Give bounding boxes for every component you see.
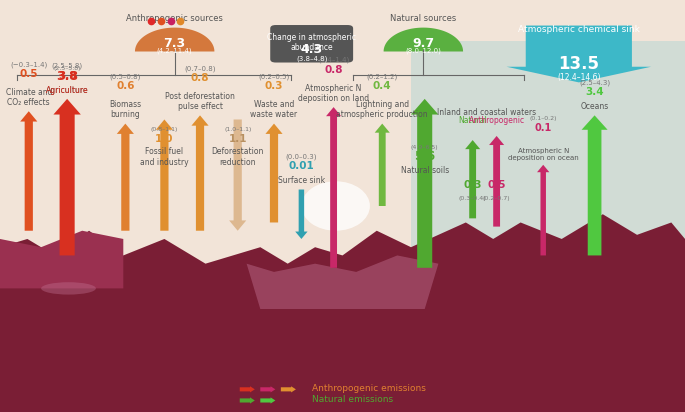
Text: Natural emissions: Natural emissions	[312, 395, 393, 404]
Text: (0.0–0.3): (0.0–0.3)	[286, 153, 317, 160]
Text: (2.5–5.8): (2.5–5.8)	[51, 63, 83, 69]
Text: Fossil fuel
and industry: Fossil fuel and industry	[140, 147, 188, 167]
Text: Agriculture: Agriculture	[46, 86, 88, 95]
Polygon shape	[0, 214, 685, 412]
Text: (−0.3–1.4): (−0.3–1.4)	[10, 61, 47, 68]
Text: (0.8–1.1): (0.8–1.1)	[151, 127, 178, 132]
Polygon shape	[0, 231, 123, 288]
Polygon shape	[135, 28, 214, 52]
FancyArrow shape	[229, 119, 247, 231]
Text: (0.2–1.2): (0.2–1.2)	[366, 73, 398, 80]
Text: (0.2–0.5): (0.2–0.5)	[258, 73, 290, 80]
Text: (2.5–5.8): (2.5–5.8)	[53, 66, 81, 71]
Text: 7.3: 7.3	[164, 37, 186, 49]
Text: (0.5–0.8): (0.5–0.8)	[110, 73, 141, 80]
Text: Atmospheric N
deposition on ocean: Atmospheric N deposition on ocean	[508, 147, 579, 161]
FancyArrow shape	[537, 165, 549, 255]
Ellipse shape	[41, 282, 96, 295]
Text: 0.8: 0.8	[324, 65, 343, 75]
Text: 4.3: 4.3	[301, 43, 323, 56]
Text: 0.6: 0.6	[116, 82, 135, 91]
FancyArrow shape	[265, 124, 282, 222]
FancyArrow shape	[260, 386, 275, 392]
Text: Oceans: Oceans	[580, 102, 609, 111]
FancyBboxPatch shape	[270, 25, 353, 63]
FancyArrow shape	[326, 107, 341, 268]
Text: 0.8: 0.8	[190, 73, 210, 83]
FancyArrow shape	[411, 99, 438, 268]
Text: Change in atmospheric
abundance: Change in atmospheric abundance	[267, 33, 356, 52]
Text: Waste and
waste water: Waste and waste water	[251, 100, 297, 119]
Polygon shape	[247, 255, 438, 309]
FancyArrow shape	[582, 115, 608, 255]
Text: (4.2–11.4): (4.2–11.4)	[157, 47, 192, 54]
Text: (0.4–1.4): (0.4–1.4)	[318, 57, 349, 63]
Text: Biomass
burning: Biomass burning	[110, 100, 141, 119]
Text: (3.8–4.8): (3.8–4.8)	[296, 55, 327, 61]
Text: (2.5–4.3): (2.5–4.3)	[579, 79, 610, 86]
FancyArrow shape	[116, 124, 134, 231]
Text: 1.0: 1.0	[155, 134, 174, 144]
Text: Inland and coastal waters: Inland and coastal waters	[437, 108, 536, 117]
FancyArrow shape	[295, 190, 308, 239]
Text: 3.8: 3.8	[56, 70, 78, 83]
Text: 9.7: 9.7	[412, 37, 434, 49]
Text: 0.5: 0.5	[487, 180, 506, 190]
Text: 0.01: 0.01	[288, 162, 314, 171]
Text: Surface sink: Surface sink	[278, 176, 325, 185]
FancyArrow shape	[21, 111, 37, 231]
Text: 5.6: 5.6	[414, 150, 435, 163]
FancyArrow shape	[240, 397, 255, 404]
Text: (0.2–0.7): (0.2–0.7)	[483, 196, 510, 201]
Text: (1.0–1.1): (1.0–1.1)	[224, 127, 251, 132]
FancyArrow shape	[191, 115, 208, 231]
FancyArrow shape	[375, 124, 390, 206]
Text: Natural soils: Natural soils	[401, 166, 449, 175]
Text: (12.4–14.6): (12.4–14.6)	[557, 73, 601, 82]
FancyArrow shape	[53, 99, 81, 255]
Text: Natural sources: Natural sources	[390, 14, 456, 23]
Text: Lightning and
atmospheric production: Lightning and atmospheric production	[336, 100, 428, 119]
Ellipse shape	[301, 181, 370, 231]
FancyArrow shape	[489, 136, 504, 227]
Text: Climate and
CO₂ effects: Climate and CO₂ effects	[5, 88, 52, 107]
FancyArrow shape	[260, 397, 275, 404]
Text: Anthropogenic emissions: Anthropogenic emissions	[312, 384, 425, 393]
Text: 3.8: 3.8	[58, 71, 77, 81]
Polygon shape	[384, 28, 463, 52]
Text: Deforestation
reduction: Deforestation reduction	[212, 147, 264, 167]
Text: Post deforestation
pulse effect: Post deforestation pulse effect	[165, 92, 235, 111]
Text: 0.4: 0.4	[373, 82, 392, 91]
FancyArrow shape	[465, 140, 480, 218]
Text: (4.9–6.5): (4.9–6.5)	[411, 145, 438, 150]
Text: 13.5: 13.5	[558, 55, 599, 73]
Text: 0.1: 0.1	[534, 123, 552, 133]
Text: 0.3: 0.3	[264, 82, 284, 91]
Text: (8.0–12.0): (8.0–12.0)	[406, 47, 441, 54]
FancyArrow shape	[281, 386, 296, 392]
FancyArrow shape	[240, 386, 255, 392]
Text: (0.1–0.2): (0.1–0.2)	[530, 116, 557, 121]
Text: 0.5: 0.5	[19, 69, 38, 79]
Text: Natural: Natural	[458, 116, 487, 125]
Polygon shape	[411, 41, 685, 412]
Text: Atmospheric N
deposition on land: Atmospheric N deposition on land	[298, 84, 369, 103]
Text: (0.7–0.8): (0.7–0.8)	[184, 65, 216, 72]
Text: Anthropogenic: Anthropogenic	[469, 116, 525, 125]
Text: Agriculture: Agriculture	[46, 86, 88, 95]
Text: Anthropogenic sources: Anthropogenic sources	[126, 14, 223, 23]
Text: 0.3: 0.3	[463, 180, 482, 190]
Text: (0.3–0.4): (0.3–0.4)	[459, 196, 486, 201]
Text: 1.1: 1.1	[228, 134, 247, 144]
FancyArrow shape	[155, 119, 173, 231]
Text: 3.4: 3.4	[585, 87, 604, 97]
Polygon shape	[506, 26, 651, 82]
Text: Atmospheric chemical sink: Atmospheric chemical sink	[518, 25, 640, 34]
